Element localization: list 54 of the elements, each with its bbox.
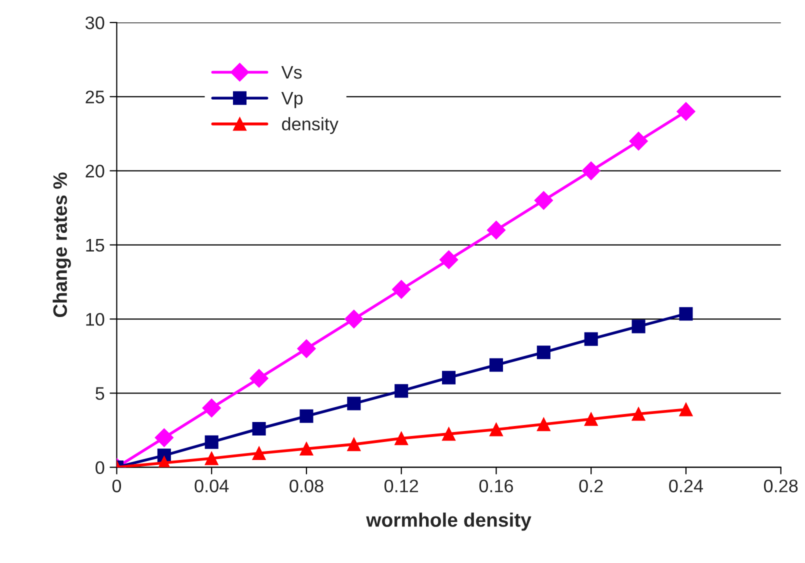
legend-label: Vs — [281, 66, 302, 79]
point — [632, 407, 646, 421]
y-tick-label: 0 — [96, 461, 104, 474]
y-tick-label: 10 — [86, 312, 104, 326]
point — [347, 396, 361, 410]
y-tick-label: 15 — [86, 239, 104, 252]
x-tick-label: 0.28 — [764, 480, 798, 492]
point — [536, 418, 550, 432]
y-tick-label: 25 — [86, 90, 104, 104]
point — [252, 446, 266, 460]
x-tick-label: 0 — [112, 480, 122, 492]
point — [534, 191, 554, 210]
point — [154, 428, 174, 447]
point — [442, 427, 456, 441]
point — [584, 332, 598, 346]
point — [394, 384, 408, 398]
point — [679, 402, 693, 416]
point — [204, 435, 218, 449]
y-tick-label: 20 — [86, 164, 104, 178]
point — [584, 412, 598, 426]
y-tick-label: 5 — [96, 387, 104, 400]
point — [300, 409, 314, 423]
x-tick-label: 0.16 — [479, 480, 514, 492]
point — [582, 161, 600, 180]
x-tick-label: 0.24 — [669, 480, 704, 492]
point — [250, 368, 268, 388]
point — [439, 250, 458, 270]
point — [489, 358, 503, 372]
point — [204, 452, 218, 466]
x-tick-label: 0.08 — [290, 480, 324, 492]
point — [344, 310, 364, 328]
x-axis-title: wormhole density — [366, 512, 532, 531]
point — [679, 307, 693, 321]
legend-label: Vp — [281, 92, 303, 108]
point — [392, 280, 411, 299]
y-axis-title: Change rates % — [52, 172, 71, 318]
point — [297, 339, 316, 358]
point — [442, 370, 456, 384]
point — [489, 422, 503, 436]
point — [202, 398, 221, 418]
point — [300, 442, 314, 456]
point — [676, 102, 696, 121]
point — [632, 320, 646, 334]
point — [347, 438, 361, 452]
point — [394, 432, 408, 446]
point — [629, 132, 648, 150]
x-tick-label: 0.2 — [579, 480, 603, 492]
point — [252, 422, 266, 436]
y-tick-label: 30 — [86, 16, 104, 30]
point — [486, 220, 506, 240]
x-tick-label: 0.12 — [384, 480, 418, 492]
legend-label: density — [282, 117, 338, 134]
point — [536, 346, 550, 360]
x-tick-label: 0.04 — [194, 480, 229, 492]
